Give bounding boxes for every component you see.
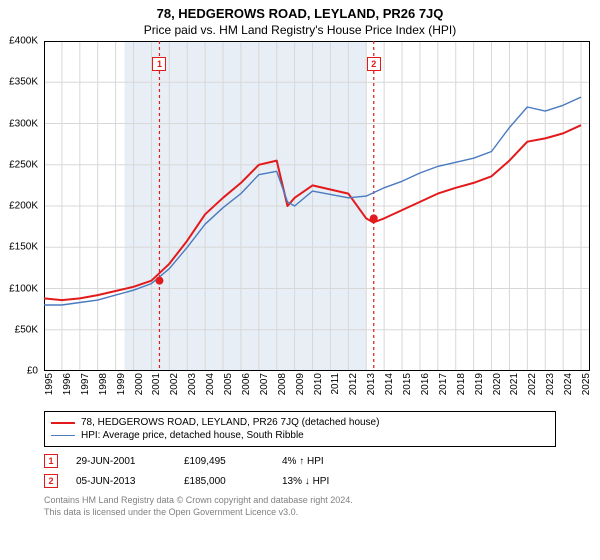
y-tick-label: £50K bbox=[15, 324, 38, 335]
legend: 78, HEDGEROWS ROAD, LEYLAND, PR26 7JQ (d… bbox=[44, 411, 556, 447]
event-price: £185,000 bbox=[184, 476, 264, 487]
footer-text: Contains HM Land Registry data © Crown c… bbox=[44, 495, 556, 518]
event-row: 2 05-JUN-2013 £185,000 13% ↓ HPI bbox=[44, 471, 556, 491]
x-tick-label: 2002 bbox=[169, 373, 180, 395]
y-tick-label: £100K bbox=[9, 283, 38, 294]
legend-label: HPI: Average price, detached house, Sout… bbox=[81, 430, 304, 441]
legend-swatch bbox=[51, 422, 75, 424]
x-tick-label: 2005 bbox=[223, 373, 234, 395]
x-axis-labels: 1995 1996 1997 1998 1999 2000 2001 2002 2003 2004… bbox=[44, 371, 590, 405]
x-tick-label: 1997 bbox=[80, 373, 91, 395]
event-delta: 4% ↑ HPI bbox=[282, 456, 372, 467]
x-tick-label: 2019 bbox=[474, 373, 485, 395]
x-tick-label: 2021 bbox=[509, 373, 520, 395]
event-marker: 2 bbox=[44, 474, 58, 488]
x-tick-label: 2006 bbox=[241, 373, 252, 395]
y-tick-label: £400K bbox=[9, 36, 38, 47]
footer-line-1: Contains HM Land Registry data © Crown c… bbox=[44, 495, 556, 507]
event-date: 05-JUN-2013 bbox=[76, 476, 166, 487]
x-tick-label: 2013 bbox=[366, 373, 377, 395]
legend-label: 78, HEDGEROWS ROAD, LEYLAND, PR26 7JQ (d… bbox=[81, 417, 379, 428]
legend-item: 78, HEDGEROWS ROAD, LEYLAND, PR26 7JQ (d… bbox=[51, 416, 549, 429]
x-tick-label: 2010 bbox=[313, 373, 324, 395]
chart-subtitle: Price paid vs. HM Land Registry's House … bbox=[0, 21, 600, 41]
x-tick-label: 2004 bbox=[205, 373, 216, 395]
x-tick-label: 1995 bbox=[44, 373, 55, 395]
y-tick-label: £150K bbox=[9, 242, 38, 253]
chart-event-marker: 1 bbox=[152, 57, 166, 71]
x-tick-label: 2024 bbox=[563, 373, 574, 395]
x-tick-label: 2022 bbox=[527, 373, 538, 395]
chart-container: 78, HEDGEROWS ROAD, LEYLAND, PR26 7JQ Pr… bbox=[0, 0, 600, 560]
x-tick-label: 1998 bbox=[98, 373, 109, 395]
x-tick-label: 2001 bbox=[151, 373, 162, 395]
y-axis-labels: £0£50K£100K£150K£200K£250K£300K£350K£400… bbox=[0, 41, 40, 371]
x-tick-label: 1999 bbox=[116, 373, 127, 395]
y-tick-label: £350K bbox=[9, 77, 38, 88]
x-tick-label: 2023 bbox=[545, 373, 556, 395]
x-tick-label: 2025 bbox=[581, 373, 592, 395]
chart-event-marker: 2 bbox=[367, 57, 381, 71]
y-tick-label: £0 bbox=[27, 366, 38, 377]
chart-title: 78, HEDGEROWS ROAD, LEYLAND, PR26 7JQ bbox=[0, 0, 600, 21]
y-tick-label: £300K bbox=[9, 118, 38, 129]
event-row: 1 29-JUN-2001 £109,495 4% ↑ HPI bbox=[44, 451, 556, 471]
x-tick-label: 2009 bbox=[295, 373, 306, 395]
y-tick-label: £200K bbox=[9, 201, 38, 212]
x-tick-label: 2014 bbox=[384, 373, 395, 395]
x-tick-label: 2016 bbox=[420, 373, 431, 395]
legend-swatch bbox=[51, 435, 75, 436]
events-table: 1 29-JUN-2001 £109,495 4% ↑ HPI 2 05-JUN-2013… bbox=[44, 451, 556, 491]
x-tick-label: 2020 bbox=[492, 373, 503, 395]
x-tick-label: 2017 bbox=[438, 373, 449, 395]
event-price: £109,495 bbox=[184, 456, 264, 467]
x-tick-label: 2015 bbox=[402, 373, 413, 395]
x-tick-label: 2012 bbox=[348, 373, 359, 395]
x-tick-label: 2008 bbox=[277, 373, 288, 395]
x-tick-label: 2003 bbox=[187, 373, 198, 395]
footer-line-2: This data is licensed under the Open Gov… bbox=[44, 507, 556, 519]
x-tick-label: 2011 bbox=[330, 373, 341, 395]
x-tick-label: 2007 bbox=[259, 373, 270, 395]
x-tick-label: 1996 bbox=[62, 373, 73, 395]
legend-item: HPI: Average price, detached house, Sout… bbox=[51, 429, 549, 442]
chart-area: £0£50K£100K£150K£200K£250K£300K£350K£400… bbox=[44, 41, 590, 371]
y-tick-label: £250K bbox=[9, 159, 38, 170]
event-delta: 13% ↓ HPI bbox=[282, 476, 372, 487]
event-marker: 1 bbox=[44, 454, 58, 468]
event-date: 29-JUN-2001 bbox=[76, 456, 166, 467]
chart-svg bbox=[44, 41, 590, 371]
x-tick-label: 2018 bbox=[456, 373, 467, 395]
x-tick-label: 2000 bbox=[134, 373, 145, 395]
